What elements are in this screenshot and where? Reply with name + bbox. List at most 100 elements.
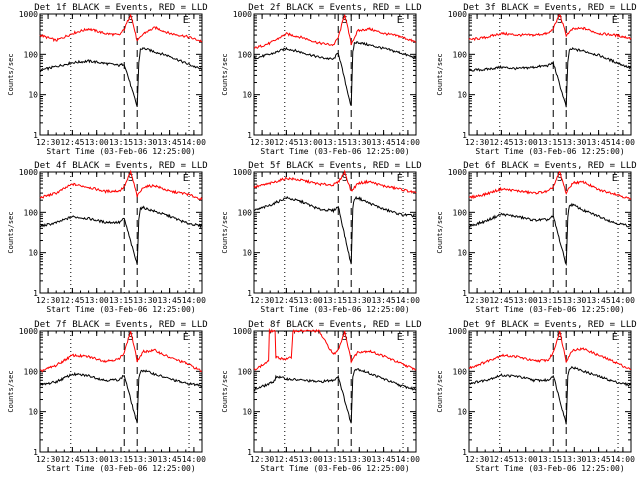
x-tick-label: 13:30	[133, 138, 157, 147]
x-tick-label: 13:15	[323, 296, 347, 305]
lld-series-line	[468, 330, 632, 371]
panel-title: Det 6f BLACK = Events, RED = LLD	[463, 161, 636, 171]
panel-title: Det 2f BLACK = Events, RED = LLD	[248, 3, 421, 13]
x-tick-label: 13:15	[323, 455, 347, 464]
x-tick-label: 13:45	[158, 138, 182, 147]
lld-series-line	[39, 169, 203, 201]
y-tick-label: 10	[457, 91, 467, 100]
x-tick-label: 12:45	[60, 296, 84, 305]
lld-series-line	[253, 169, 417, 194]
panel-title: Det 1f BLACK = Events, RED = LLD	[34, 3, 207, 13]
panel-title: Det 5f BLACK = Events, RED = LLD	[248, 161, 421, 171]
x-tick-label: 12:45	[274, 138, 298, 147]
x-tick-label: 12:30	[465, 296, 489, 305]
plot-frame	[253, 171, 417, 294]
x-tick-label: 14:00	[396, 455, 420, 464]
y-tick-label: 1	[462, 448, 467, 457]
y-tick-label: 1000	[233, 168, 252, 177]
x-tick-label: 14:00	[396, 296, 420, 305]
x-tick-label: 13:30	[347, 455, 371, 464]
x-tick-label: 13:30	[562, 455, 586, 464]
start-marker: S	[342, 173, 348, 184]
x-axis-label: Start Time (03-Feb-06 12:25:00)	[475, 464, 624, 473]
x-tick-label: 12:45	[489, 455, 513, 464]
y-tick-label: 1000	[19, 168, 38, 177]
x-tick-label: 13:15	[538, 455, 562, 464]
panel-title: Det 4f BLACK = Events, RED = LLD	[34, 161, 207, 171]
end-marker: E	[612, 15, 618, 26]
x-tick-label: 12:30	[250, 296, 274, 305]
plot-frame	[39, 330, 203, 453]
end-marker: E	[612, 173, 618, 184]
y-tick-label: 100	[238, 50, 253, 59]
x-tick-label: 13:00	[299, 138, 323, 147]
x-tick-label: 13:30	[133, 455, 157, 464]
x-tick-label: 14:00	[182, 296, 206, 305]
x-tick-label: 13:00	[85, 455, 109, 464]
end-marker: E	[397, 15, 403, 26]
x-tick-label: 13:15	[109, 296, 133, 305]
y-tick-label: 100	[453, 208, 468, 217]
end-marker: E	[183, 332, 189, 343]
x-tick-label: 12:30	[250, 138, 274, 147]
x-tick-label: 12:30	[250, 455, 274, 464]
start-marker: S	[342, 15, 348, 26]
y-tick-label: 10	[28, 249, 38, 258]
end-marker: E	[183, 15, 189, 26]
x-axis-label: Start Time (03-Feb-06 12:25:00)	[475, 305, 624, 314]
x-tick-label: 13:30	[133, 296, 157, 305]
x-tick-label: 13:00	[514, 296, 538, 305]
events-series-line	[253, 368, 416, 424]
lld-series-line	[254, 14, 417, 50]
x-tick-label: 13:30	[562, 138, 586, 147]
x-tick-label: 14:00	[396, 138, 420, 147]
panel-title: Det 9f BLACK = Events, RED = LLD	[463, 320, 636, 330]
y-axis-label: Counts/sec	[7, 53, 15, 95]
start-marker: S	[128, 15, 134, 26]
x-tick-label: 12:30	[36, 138, 60, 147]
y-tick-label: 100	[238, 367, 253, 376]
x-tick-label: 13:15	[538, 138, 562, 147]
x-tick-label: 13:45	[587, 296, 611, 305]
panel-title: Det 8f BLACK = Events, RED = LLD	[248, 320, 421, 330]
end-marker: E	[183, 173, 189, 184]
y-tick-label: 100	[238, 208, 253, 217]
y-axis-label: Counts/sec	[221, 53, 229, 95]
y-axis-label: Counts/sec	[7, 211, 15, 253]
x-tick-label: 14:00	[182, 455, 206, 464]
start-marker: S	[128, 173, 134, 184]
x-tick-label: 13:45	[372, 138, 396, 147]
x-tick-label: 13:00	[299, 296, 323, 305]
x-tick-label: 13:45	[587, 455, 611, 464]
events-series-line	[253, 41, 417, 107]
x-tick-label: 13:15	[323, 138, 347, 147]
x-axis-label: Start Time (03-Feb-06 12:25:00)	[260, 464, 409, 473]
events-series-line	[39, 205, 203, 265]
y-tick-label: 10	[457, 249, 467, 258]
lld-series-line	[39, 331, 203, 373]
y-tick-label: 100	[24, 367, 39, 376]
y-tick-label: 1	[33, 131, 38, 140]
y-tick-label: 1000	[233, 10, 252, 19]
x-tick-label: 13:00	[514, 138, 538, 147]
lld-series-line	[468, 14, 632, 42]
x-tick-label: 12:30	[465, 138, 489, 147]
y-tick-label: 10	[28, 91, 38, 100]
x-tick-label: 12:45	[60, 455, 84, 464]
x-tick-label: 12:30	[465, 455, 489, 464]
y-tick-label: 10	[457, 408, 467, 417]
x-axis-label: Start Time (03-Feb-06 12:25:00)	[260, 147, 409, 156]
x-tick-label: 12:30	[36, 296, 60, 305]
x-axis-label: Start Time (03-Feb-06 12:25:00)	[46, 464, 195, 473]
events-series-line	[468, 46, 632, 108]
lld-series-line	[253, 327, 417, 371]
x-tick-label: 13:45	[587, 138, 611, 147]
start-marker: S	[342, 332, 348, 343]
y-axis-label: Counts/sec	[221, 211, 229, 253]
x-tick-label: 13:45	[372, 455, 396, 464]
x-tick-label: 14:00	[611, 455, 635, 464]
events-series-line	[39, 369, 203, 424]
x-tick-label: 13:15	[109, 138, 133, 147]
x-tick-label: 13:00	[85, 296, 109, 305]
